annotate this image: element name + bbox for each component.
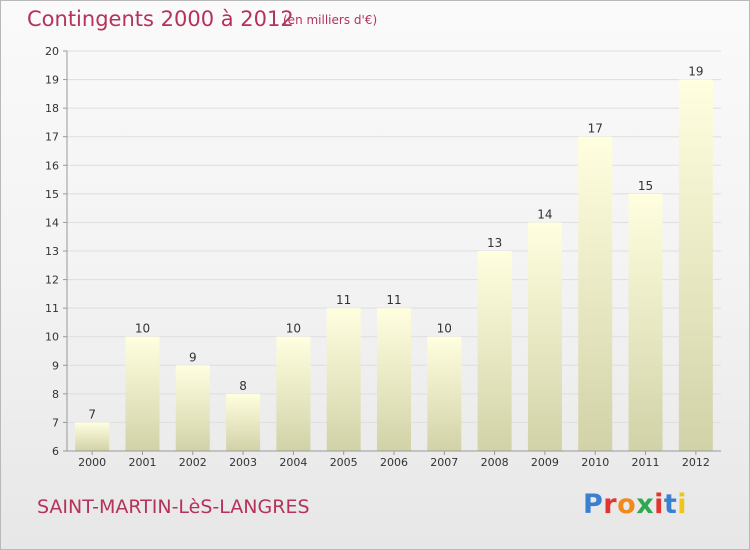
data-label: 13: [487, 236, 502, 250]
bar-2003: [226, 393, 261, 451]
bar-2011: [628, 193, 663, 451]
y-tick-label: 6: [52, 445, 59, 458]
y-tick-label: 17: [45, 131, 59, 144]
data-label: 10: [286, 322, 301, 336]
y-tick-label: 15: [45, 188, 59, 201]
y-tick-label: 8: [52, 388, 59, 401]
commune-name: SAINT-MARTIN-LèS-LANGRES: [37, 496, 310, 518]
x-tick-label: 2000: [78, 456, 106, 469]
x-tick-label: 2012: [682, 456, 710, 469]
x-tick-label: 2004: [279, 456, 307, 469]
logo-letter: x: [636, 489, 655, 520]
data-label: 8: [239, 379, 247, 393]
bar-2008: [477, 251, 512, 451]
logo-letter: i: [677, 489, 688, 520]
x-tick-label: 2009: [531, 456, 559, 469]
x-tick-label: 2003: [229, 456, 257, 469]
x-tick-label: 2010: [581, 456, 609, 469]
logo-letter: o: [617, 489, 637, 520]
bar-2004: [276, 336, 311, 451]
chart-title: Contingents 2000 à 2012: [27, 7, 294, 31]
logo-letter: i: [654, 489, 664, 520]
data-label: 11: [386, 293, 401, 307]
data-label: 11: [336, 293, 351, 307]
x-tick-label: 2011: [632, 456, 660, 469]
data-label: 19: [688, 65, 703, 79]
logo-letter: P: [583, 489, 604, 520]
y-tick-label: 19: [45, 74, 59, 87]
y-tick-label: 12: [45, 274, 59, 287]
x-tick-label: 2005: [330, 456, 358, 469]
y-tick-label: 14: [45, 216, 59, 229]
logo-letter: t: [663, 489, 678, 520]
bar-2006: [377, 308, 411, 451]
data-label: 15: [638, 179, 653, 193]
logo-letter: r: [603, 489, 618, 520]
bar-2000: [75, 422, 110, 451]
bar-2009: [527, 222, 562, 451]
proxiti-logo: Proxiti: [583, 489, 687, 520]
bar-2005: [326, 308, 361, 451]
data-label: 7: [88, 407, 96, 421]
x-tick-label: 2007: [430, 456, 458, 469]
data-label: 10: [135, 322, 150, 336]
bar-2007: [427, 336, 462, 451]
chart-subtitle: (en milliers d'€): [283, 13, 378, 27]
x-tick-label: 2008: [481, 456, 509, 469]
x-tick-label: 2001: [128, 456, 156, 469]
data-label: 17: [588, 122, 603, 136]
data-label: 9: [189, 350, 197, 364]
data-label: 14: [537, 207, 552, 221]
y-tick-label: 20: [45, 45, 59, 58]
axes: 6 7 8 9 10 11 12 13 14 15 16 17 18 19 20 2000 2001 2002 20…: [45, 45, 721, 469]
bar-2002: [175, 365, 210, 451]
y-tick-label: 13: [45, 245, 59, 258]
y-tick-label: 11: [45, 302, 59, 315]
y-tick-label: 10: [45, 331, 59, 344]
bars: [75, 79, 713, 452]
y-tick-label: 9: [52, 359, 59, 372]
data-labels: 7 10 9 8 10 11 11 10 13 14 17 15 19: [88, 65, 703, 422]
bar-2010: [578, 136, 613, 451]
x-tick-label: 2002: [179, 456, 207, 469]
bar-2001: [125, 336, 160, 451]
bar-2012: [678, 79, 713, 452]
y-tick-label: 7: [52, 416, 59, 429]
x-tick-label: 2006: [380, 456, 408, 469]
y-tick-label: 16: [45, 159, 59, 172]
y-tick-label: 18: [45, 102, 59, 115]
data-label: 10: [437, 322, 452, 336]
